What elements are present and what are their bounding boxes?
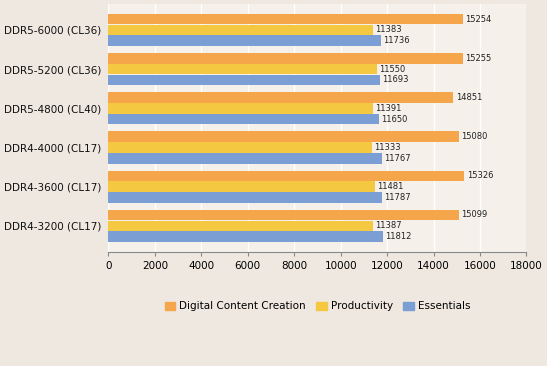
Bar <box>108 114 379 124</box>
Bar <box>108 103 373 113</box>
Text: 15099: 15099 <box>462 210 488 220</box>
Text: 11787: 11787 <box>385 193 411 202</box>
Text: 11812: 11812 <box>385 232 411 241</box>
Text: 11693: 11693 <box>382 75 409 85</box>
Text: 11767: 11767 <box>384 154 411 163</box>
Text: 15255: 15255 <box>465 54 491 63</box>
Bar <box>108 131 458 142</box>
Text: 11383: 11383 <box>375 25 401 34</box>
Text: 11481: 11481 <box>377 182 404 191</box>
Text: 11387: 11387 <box>375 221 402 230</box>
Bar <box>108 36 381 46</box>
Text: 15080: 15080 <box>461 132 487 141</box>
Bar <box>108 231 383 242</box>
Text: 11391: 11391 <box>375 104 401 113</box>
Bar <box>108 171 464 181</box>
Text: 11736: 11736 <box>383 36 410 45</box>
Bar <box>108 210 459 220</box>
Bar <box>108 221 373 231</box>
Bar <box>108 142 371 153</box>
Bar <box>108 92 453 103</box>
Bar <box>108 64 377 74</box>
Legend: Digital Content Creation, Productivity, Essentials: Digital Content Creation, Productivity, … <box>160 297 475 315</box>
Text: 11650: 11650 <box>381 115 408 124</box>
Text: 11550: 11550 <box>379 64 405 74</box>
Bar <box>108 14 463 25</box>
Text: 14851: 14851 <box>456 93 482 102</box>
Bar <box>108 75 380 85</box>
Bar <box>108 53 463 64</box>
Bar <box>108 182 375 192</box>
Text: 15254: 15254 <box>465 15 491 23</box>
Text: 11333: 11333 <box>374 143 400 152</box>
Bar <box>108 25 373 35</box>
Bar <box>108 192 382 203</box>
Bar <box>108 153 382 164</box>
Text: 15326: 15326 <box>467 171 493 180</box>
